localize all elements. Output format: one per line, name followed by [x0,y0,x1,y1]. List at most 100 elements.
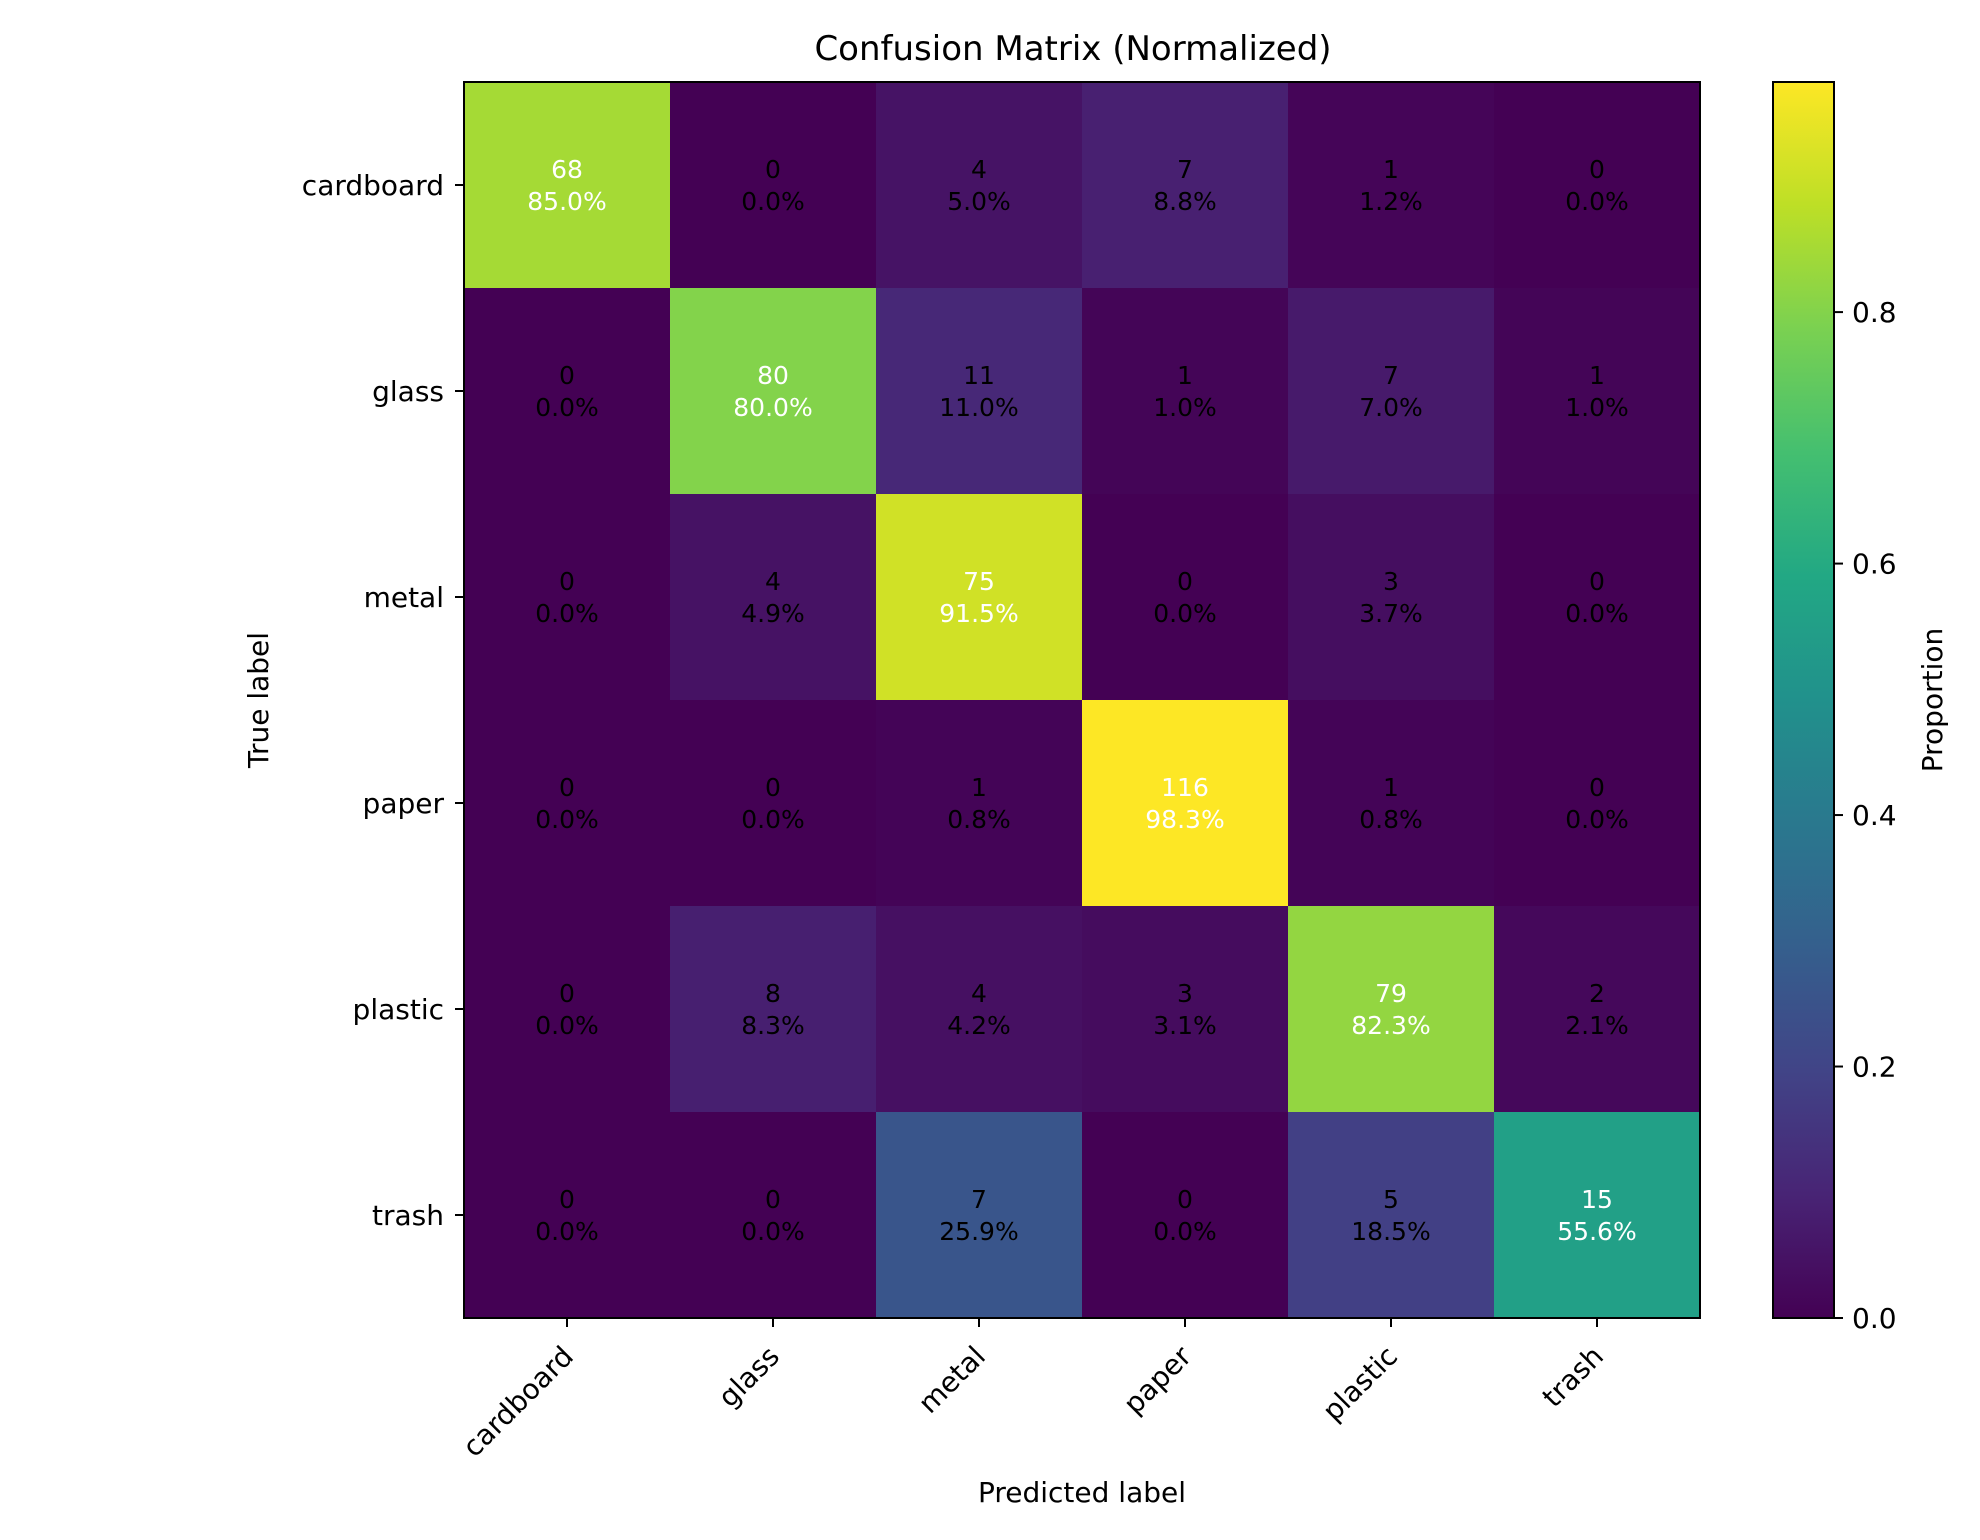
x-tick-labels: cardboard glass metal paper plastic trash [456,1318,1610,1464]
cell-count-label: 15 [1581,1185,1613,1214]
cell-percent-label: 0.0% [535,805,599,834]
heatmap-cell [670,494,877,701]
x-tick-label: trash [1536,1340,1610,1414]
heatmap-cell [1082,494,1289,701]
cell-count-label: 5 [1383,1185,1399,1214]
cell-percent-label: 18.5% [1351,1217,1430,1246]
cell-count-label: 1 [971,773,987,802]
heatmap-cell [670,82,877,289]
x-tick-label: cardboard [456,1340,580,1464]
heatmap-cell [876,288,1083,495]
cell-percent-label: 4.9% [741,599,805,628]
cell-percent-label: 85.0% [527,187,606,216]
heatmap-cell [1494,288,1701,495]
y-tick-labels: cardboard glass metal paper plastic trash [302,169,464,1232]
cell-count-label: 0 [765,773,781,802]
cell-percent-label: 98.3% [1145,805,1224,834]
heatmap-cell [1082,288,1289,495]
heatmap-cell [876,494,1083,701]
y-tick-label: glass [372,375,444,408]
cell-percent-label: 0.8% [947,805,1011,834]
colorbar-ticks: 0.0 0.2 0.4 0.6 0.8 [1834,296,1897,1335]
heatmap-cell [1288,494,1495,701]
cell-percent-label: 0.0% [1565,599,1629,628]
cell-count-label: 1 [1383,773,1399,802]
colorbar-tick-label: 0.6 [1852,548,1897,581]
chart-title: Confusion Matrix (Normalized) [814,29,1331,69]
heatmap-cell [1288,82,1495,289]
cell-count-label: 0 [1177,1185,1193,1214]
cell-count-label: 0 [765,1185,781,1214]
heatmap-cell [1494,906,1701,1113]
cell-percent-label: 7.0% [1359,393,1423,422]
cell-percent-label: 80.0% [733,393,812,422]
heatmap-cell [1082,1112,1289,1319]
heatmap-cell [876,700,1083,907]
cell-count-label: 0 [559,773,575,802]
cell-percent-label: 25.9% [939,1217,1018,1246]
cell-count-label: 1 [1589,361,1605,390]
heatmap-cell [876,1112,1083,1319]
cell-percent-label: 0.0% [741,805,805,834]
heatmap-cell [1494,494,1701,701]
cell-percent-label: 0.0% [1565,805,1629,834]
colorbar [1772,81,1835,1319]
heatmap-cell [876,906,1083,1113]
y-axis-label: True label [242,632,275,769]
cell-count-label: 0 [1589,773,1605,802]
heatmap-cell [1082,82,1289,289]
plot-frame [463,81,1701,1319]
x-tick-label: plastic [1316,1340,1404,1428]
x-tick-label: glass [712,1340,786,1414]
heatmap-cell [670,906,877,1113]
heatmap-cell [464,700,671,907]
cell-percent-label: 0.0% [535,599,599,628]
cell-count-label: 116 [1161,773,1209,802]
heatmap-cell [1082,700,1289,907]
colorbar-label: Proportion [1916,628,1949,772]
cell-count-label: 0 [1589,155,1605,184]
heatmap-cell [464,82,671,289]
heatmap-cell [1494,1112,1701,1319]
cell-count-label: 0 [559,979,575,1008]
cell-count-label: 11 [963,361,995,390]
heatmap-cell [670,288,877,495]
heatmap-cell [670,1112,877,1319]
cell-percent-label: 4.2% [947,1011,1011,1040]
cell-count-label: 68 [551,155,583,184]
cell-percent-label: 91.5% [939,599,1018,628]
y-tick-label: plastic [353,993,444,1026]
cell-count-label: 4 [971,155,987,184]
cell-percent-label: 0.0% [1153,599,1217,628]
y-tick-label: cardboard [302,169,444,202]
cell-count-label: 1 [1383,155,1399,184]
colorbar-tick-label: 0.0 [1852,1302,1897,1335]
heatmap-cell [670,700,877,907]
heatmap-cell [1288,1112,1495,1319]
heatmap-cell [1494,82,1701,289]
cell-count-label: 7 [1177,155,1193,184]
cell-percent-label: 1.0% [1153,393,1217,422]
x-tick-label: paper [1117,1339,1198,1420]
cell-percent-label: 0.0% [535,393,599,422]
heatmap-cells: 6885.0%00.0%45.0%78.8%11.2%00.0%00.0%808… [464,82,1701,1319]
cell-count-label: 0 [559,1185,575,1214]
cell-percent-label: 0.0% [1565,187,1629,216]
cell-percent-label: 0.8% [1359,805,1423,834]
heatmap-cell [1082,906,1289,1113]
heatmap-cell [1494,700,1701,907]
colorbar-tick-label: 0.4 [1852,799,1897,832]
cell-count-label: 7 [1383,361,1399,390]
cell-count-label: 0 [559,567,575,596]
colorbar-tick-label: 0.2 [1852,1051,1897,1084]
y-tick-label: trash [372,1199,444,1232]
cell-count-label: 80 [757,361,789,390]
cell-percent-label: 1.0% [1565,393,1629,422]
cell-percent-label: 11.0% [939,393,1018,422]
cell-count-label: 8 [765,979,781,1008]
cell-percent-label: 0.0% [741,1217,805,1246]
heatmap-cell [464,1112,671,1319]
colorbar-tick-label: 0.8 [1852,296,1897,329]
heatmap-cell [464,288,671,495]
